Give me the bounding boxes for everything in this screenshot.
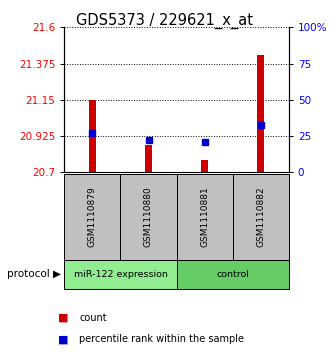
Text: control: control	[216, 270, 249, 278]
Text: GDS5373 / 229621_x_at: GDS5373 / 229621_x_at	[77, 13, 253, 29]
Text: GSM1110880: GSM1110880	[144, 187, 153, 247]
Text: GSM1110882: GSM1110882	[256, 187, 265, 247]
Bar	[201, 159, 208, 172]
Text: miR-122 expression: miR-122 expression	[74, 270, 167, 278]
Text: count: count	[79, 313, 107, 323]
Text: ■: ■	[58, 334, 68, 344]
Text: GSM1110879: GSM1110879	[88, 187, 97, 247]
Text: ■: ■	[58, 313, 68, 323]
Text: GSM1110881: GSM1110881	[200, 187, 209, 247]
Bar	[257, 55, 264, 172]
Text: percentile rank within the sample: percentile rank within the sample	[79, 334, 244, 344]
Bar	[89, 100, 96, 172]
Text: protocol ▶: protocol ▶	[7, 269, 61, 279]
Bar	[145, 145, 152, 172]
